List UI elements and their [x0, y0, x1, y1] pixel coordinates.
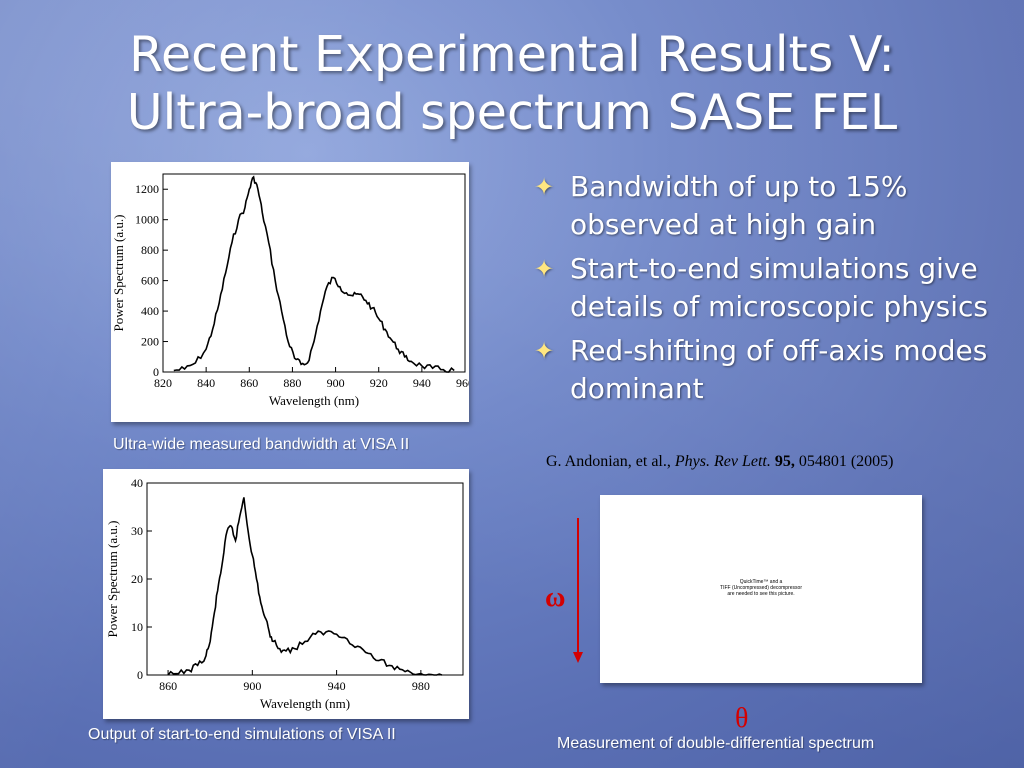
y-tick-label: 1000	[135, 213, 159, 227]
y-tick-label: 20	[131, 572, 143, 586]
y-tick-label: 600	[141, 274, 159, 288]
y-axis-label: Power Spectrum (a.u.)	[105, 521, 120, 638]
four-point-star-icon: ✦	[534, 255, 555, 283]
y-tick-label: 1200	[135, 182, 159, 196]
citation-rest: 054801 (2005)	[798, 453, 894, 470]
x-tick-label: 980	[412, 679, 430, 693]
caption-simulation: Output of start-to-end simulations of VI…	[88, 726, 396, 743]
four-point-star-icon: ✦	[534, 337, 555, 365]
citation-volume: 95,	[774, 453, 795, 470]
y-tick-label: 10	[131, 620, 143, 634]
x-tick-label: 920	[370, 376, 388, 390]
bullet-text: Red-shifting of off-axis modes dominant	[570, 334, 988, 405]
omega-label: ω	[545, 582, 566, 613]
x-axis-label: Wavelength (nm)	[260, 696, 350, 711]
title-line-2: Ultra-broad spectrum SASE FEL	[126, 84, 898, 141]
citation-authors: G. Andonian, et al.,	[546, 453, 671, 470]
y-tick-label: 0	[153, 365, 159, 379]
y-tick-label: 40	[131, 476, 143, 490]
four-point-star-icon: ✦	[534, 173, 555, 201]
bullet-text: Start-to-end simulations give details of…	[570, 252, 988, 323]
y-tick-label: 200	[141, 335, 159, 349]
bullet-list: ✦ Bandwidth of up to 15% observed at hig…	[534, 168, 1014, 414]
quicktime-placeholder-image: QuickTime™ and a TIFF (Uncompressed) dec…	[600, 495, 922, 683]
caption-measured: Ultra-wide measured bandwidth at VISA II	[113, 436, 410, 453]
y-tick-label: 400	[141, 304, 159, 318]
x-tick-label: 860	[240, 376, 258, 390]
spectrum-line	[167, 497, 443, 676]
x-tick-label: 940	[328, 679, 346, 693]
theta-label: θ	[735, 703, 749, 734]
title-line-1: Recent Experimental Results V:	[129, 26, 895, 83]
caption-double-differential: Measurement of double-differential spect…	[557, 735, 875, 752]
y-tick-label: 30	[131, 524, 143, 538]
x-tick-label: 900	[327, 376, 345, 390]
x-tick-label: 940	[413, 376, 431, 390]
simulated-spectrum-chart: 860 900 940 980 0 10 20 30 40 Wavelength (nm) Powe…	[103, 469, 469, 719]
x-tick-label: 880	[283, 376, 301, 390]
citation-journal: Phys. Rev Lett.	[674, 453, 771, 470]
bullet-text: Bandwidth of up to 15% observed at high …	[570, 170, 908, 241]
bullet-item: ✦ Start-to-end simulations give details …	[534, 250, 1014, 326]
citation: G. Andonian, et al., Phys. Rev Lett. 95,…	[546, 453, 894, 471]
placeholder-text: QuickTime™ and a TIFF (Uncompressed) dec…	[720, 579, 802, 597]
spectrum-line	[173, 175, 455, 373]
slide-title: Recent Experimental Results V: Ultra-bro…	[0, 26, 1024, 142]
measured-spectrum-chart: 820 840 860 880 900 920 940 960 0 200 400 600 800 100…	[111, 162, 469, 422]
x-tick-label: 960	[456, 376, 469, 390]
simulated-spectrum-svg: 860 900 940 980 0 10 20 30 40 Wavelength (nm) Powe…	[105, 476, 464, 711]
y-axis-label: Power Spectrum (a.u.)	[111, 215, 126, 332]
y-tick-label: 800	[141, 243, 159, 257]
bullet-item: ✦ Red-shifting of off-axis modes dominan…	[534, 332, 1014, 408]
omega-axis-arrow	[573, 518, 583, 663]
plot-frame	[146, 482, 464, 676]
plot-frame	[162, 173, 466, 373]
x-axis-label: Wavelength (nm)	[269, 393, 359, 408]
x-tick-label: 820	[154, 376, 172, 390]
x-tick-label: 840	[197, 376, 215, 390]
measured-spectrum-svg: 820 840 860 880 900 920 940 960 0 200 400 600 800 100…	[111, 173, 469, 408]
y-tick-label: 0	[137, 668, 143, 682]
x-tick-label: 900	[243, 679, 261, 693]
x-tick-label: 860	[159, 679, 177, 693]
bullet-item: ✦ Bandwidth of up to 15% observed at hig…	[534, 168, 1014, 244]
